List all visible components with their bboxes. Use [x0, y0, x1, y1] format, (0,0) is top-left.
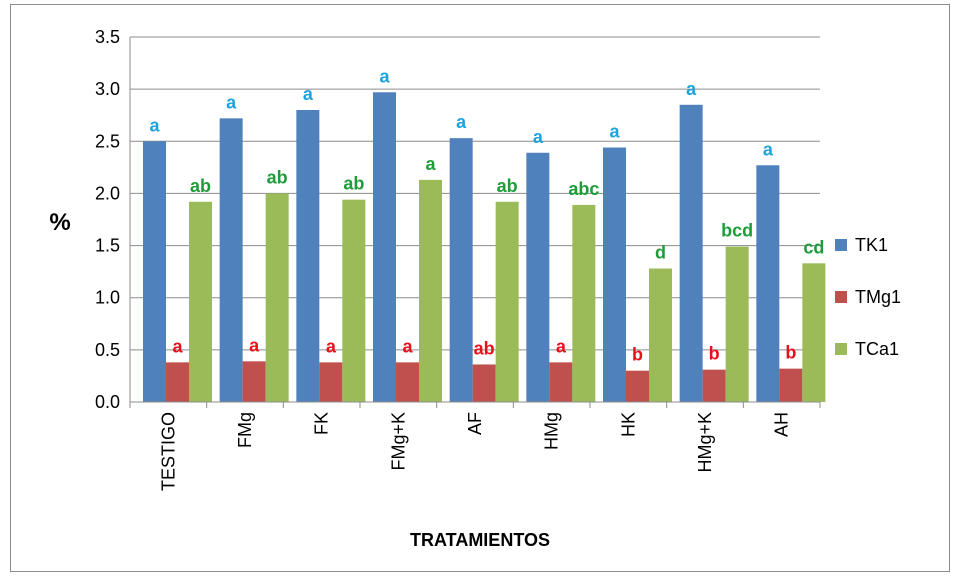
y-tick-label: 0.0	[95, 392, 120, 412]
x-tick-label: HMg	[542, 412, 562, 450]
bar-tk1-hk	[603, 147, 626, 402]
x-tick-label: TESTIGO	[158, 412, 178, 491]
bar-tmg1-fmg	[242, 361, 266, 402]
x-tick-label: HMg+K	[695, 412, 715, 473]
y-tick-label: 1.0	[95, 288, 120, 308]
bars	[143, 92, 826, 403]
data-label: a	[402, 336, 413, 356]
bar-tk1-hmg	[526, 152, 550, 402]
y-tick-label: 1.5	[95, 236, 120, 256]
x-tick-label: AF	[465, 412, 485, 435]
bar-tca1-fmgk	[419, 179, 442, 402]
bar-tmg1-hk	[626, 370, 649, 402]
data-label: b	[785, 343, 796, 363]
data-label: d	[655, 243, 666, 263]
x-tick-label: HK	[618, 412, 638, 437]
data-label: ab	[474, 338, 495, 358]
data-label: ab	[267, 167, 288, 187]
bar-tca1-fk	[342, 199, 366, 402]
data-label: b	[632, 345, 643, 365]
y-tick-label: 0.5	[95, 340, 120, 360]
y-tick-label: 2.0	[95, 183, 120, 203]
x-tick-label: AH	[772, 412, 792, 437]
chart-frame	[10, 4, 950, 572]
bar-tmg1-testigo	[166, 362, 189, 402]
data-label: bcd	[721, 221, 753, 241]
y-tick-label: 3.0	[95, 79, 120, 99]
data-label: a	[172, 336, 183, 356]
bar-tk1-fmgk	[373, 92, 396, 403]
data-label: a	[763, 139, 774, 159]
x-tick-labels: TESTIGO FMg FK FMg+K AF HMg HK HMg+K AH	[158, 412, 791, 491]
y-tick-label: 2.5	[95, 131, 120, 151]
bar-tca1-fmg	[265, 193, 289, 402]
data-label: a	[686, 79, 697, 99]
data-label: a	[226, 92, 237, 112]
data-label: ab	[190, 176, 211, 196]
data-label: a	[556, 336, 567, 356]
data-label: a	[149, 115, 160, 135]
bar-tk1-hmgk	[679, 104, 703, 403]
bar-tmg1-fk	[319, 362, 343, 402]
x-tick-label: FK	[312, 412, 332, 435]
legend-label-tk1: TK1	[855, 235, 888, 255]
legend-swatch-tmg1	[835, 291, 847, 303]
y-tick-labels: 0.0 0.5 1.0 1.5 2.0 2.5 3.0 3.5	[95, 27, 120, 412]
legend: TK1 TMg1 TCa1	[835, 235, 901, 359]
bar-tk1-testigo	[143, 141, 166, 403]
bar-tk1-fk	[296, 110, 320, 402]
data-label: a	[425, 154, 436, 174]
legend-swatch-tca1	[835, 343, 847, 355]
bar-tmg1-hmg	[549, 362, 573, 402]
gridlines	[130, 36, 820, 351]
bar-tca1-testigo	[189, 201, 212, 402]
data-label: b	[709, 344, 720, 364]
data-label: abc	[568, 179, 599, 199]
axes	[129, 37, 821, 408]
data-label: a	[326, 336, 337, 356]
bar-tca1-hk	[649, 268, 672, 402]
data-label: a	[249, 335, 260, 355]
y-tick-label: 3.5	[95, 27, 120, 47]
x-tick-label: FMg	[235, 412, 255, 448]
data-label: a	[609, 122, 620, 142]
bar-tk1-af	[449, 138, 473, 402]
bar-tmg1-hmgk	[702, 369, 726, 402]
bar-tmg1-ah	[779, 368, 803, 402]
data-label: ab	[497, 176, 518, 196]
data-label: cd	[803, 237, 824, 257]
x-axis-title: TRATAMIENTOS	[410, 530, 550, 550]
bar-tmg1-fmgk	[396, 362, 419, 402]
data-label: a	[379, 66, 390, 86]
data-label: ab	[343, 174, 364, 194]
y-axis-title: %	[49, 209, 70, 236]
legend-swatch-tk1	[835, 239, 847, 251]
data-label: a	[533, 127, 544, 147]
bar-tca1-hmg	[572, 204, 596, 402]
legend-label-tca1: TCa1	[855, 339, 899, 359]
legend-label-tmg1: TMg1	[855, 287, 901, 307]
data-label: a	[456, 112, 467, 132]
x-tick-label: FMg+K	[388, 412, 408, 471]
data-label: a	[303, 84, 314, 104]
bar-tca1-af	[495, 201, 519, 402]
bar-tca1-hmgk	[725, 246, 749, 402]
bar-tmg1-af	[472, 364, 496, 402]
bar-tk1-fmg	[219, 118, 243, 402]
bar-tca1-ah	[802, 263, 826, 402]
bar-tk1-ah	[756, 165, 780, 402]
